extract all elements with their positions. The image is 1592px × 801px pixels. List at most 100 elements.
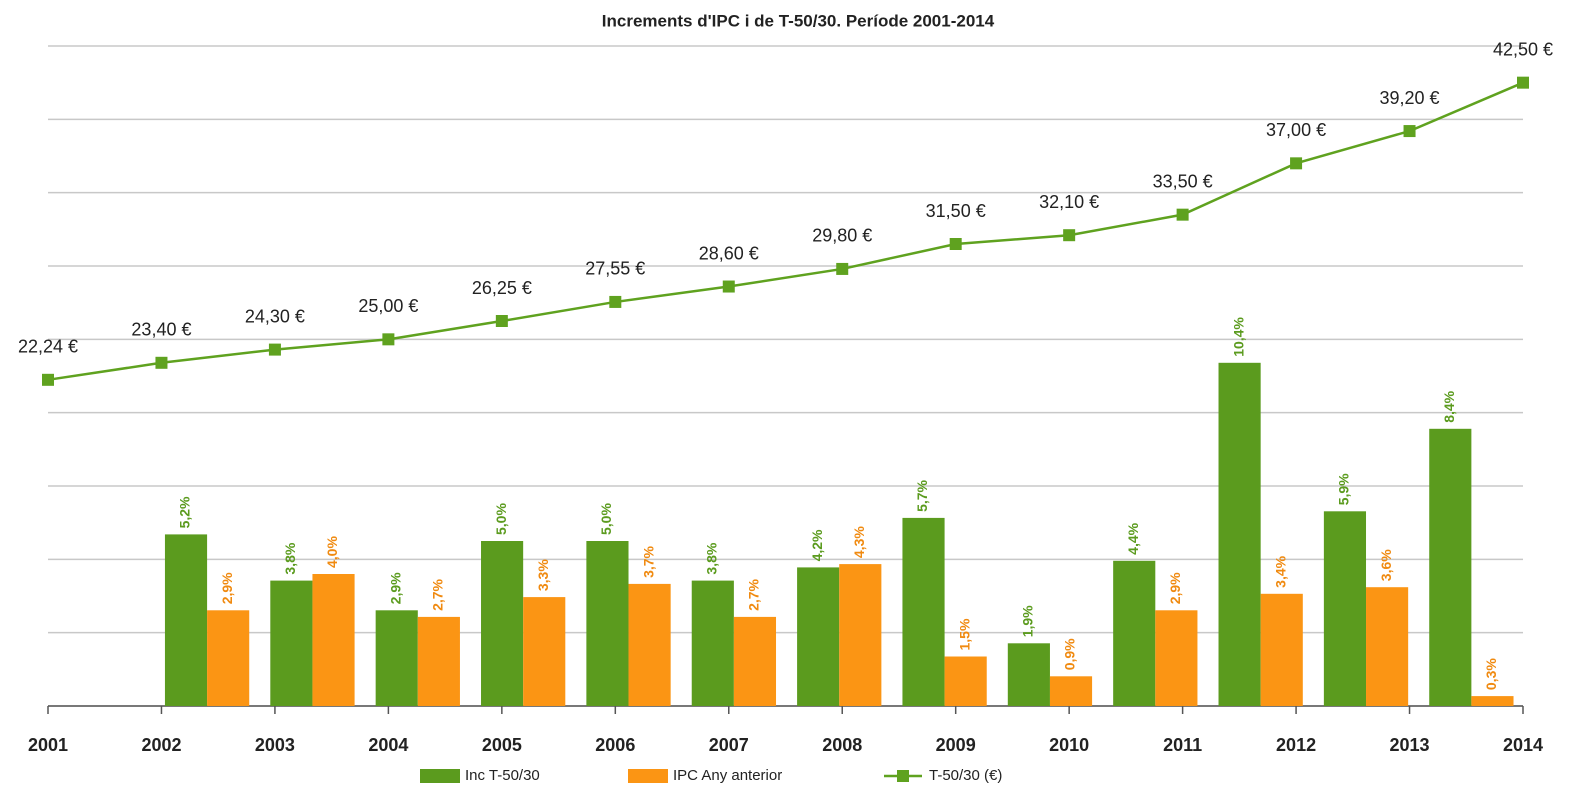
x-tick-label: 2013 [1390,735,1430,755]
bar-value-label: 2,7% [430,578,446,610]
x-tick-label: 2011 [1163,735,1202,755]
bar-value-label: 8,4% [1441,390,1457,422]
bar [797,567,840,706]
legend-swatch [628,769,668,783]
legend-marker [897,770,909,782]
bar [523,597,566,706]
bar-value-label: 2,7% [746,578,762,610]
legend-label: T-50/30 (€) [929,767,1002,784]
line-marker [722,280,735,293]
bar-value-label: 4,4% [1125,522,1141,554]
bar-value-label: 0,3% [1483,658,1499,690]
bar [1007,643,1050,706]
bar [164,534,208,706]
line-value-label: 22,24 € [18,337,78,357]
bar-value-label: 1,5% [956,618,972,650]
bar [586,541,629,706]
line-marker [42,373,54,386]
line-value-label: 37,00 € [1266,120,1326,140]
bar [1155,610,1198,706]
bar [1049,676,1093,706]
bar-value-label: 4,2% [809,529,825,561]
x-tick-label: 2003 [255,735,295,755]
line-marker [1517,76,1529,89]
bar-value-label: 3,8% [282,542,298,574]
bar-value-label: 3,6% [1378,549,1394,581]
bar [839,564,882,706]
line-value-label: 31,50 € [926,201,986,221]
bar-value-label: 4,3% [851,526,867,558]
line-marker [949,238,962,250]
line-value-label: 39,20 € [1380,88,1440,108]
bar [1323,511,1367,706]
bar-value-label: 3,3% [535,559,551,591]
x-tick-label: 2014 [1503,735,1543,755]
bar-value-label: 2,9% [219,572,235,604]
line-value-label: 24,30 € [245,306,305,326]
bar [270,580,313,706]
x-tick-label: 2012 [1276,735,1316,755]
x-tick-label: 2009 [936,735,976,755]
bar [902,517,945,706]
line-marker [1063,229,1076,242]
bar [1471,696,1514,706]
line-marker [609,295,622,308]
bar [691,580,734,706]
x-tick-label: 2001 [28,735,68,755]
line-value-label: 27,55 € [585,259,645,279]
line-value-label: 29,80 € [812,226,872,246]
bar-value-label: 5,2% [177,496,193,528]
line-value-label: 32,10 € [1039,192,1099,212]
line-value-label: 28,60 € [699,243,759,263]
bar [628,583,671,706]
bar [1366,587,1409,706]
line-marker [1176,208,1189,221]
line-marker [155,356,168,369]
bar [733,616,777,706]
line-marker [495,315,508,327]
bar-value-label: 5,9% [1336,473,1352,505]
x-tick-label: 2005 [482,735,522,755]
bar [417,616,460,706]
x-tick-label: 2002 [141,735,181,755]
legend-label: IPC Any anterior [673,767,782,784]
bar [1218,362,1261,706]
bar-value-label: 3,7% [640,545,656,577]
chart-title: Increments d'IPC i de T-50/30. Període 2… [602,11,995,30]
legend-label: Inc T-50/30 [465,767,540,784]
bar-value-label: 1,9% [1020,605,1036,637]
line-value-label: 25,00 € [358,296,418,316]
bar-value-label: 2,9% [1167,572,1183,604]
line-value-label: 26,25 € [472,278,532,298]
line-marker [836,262,849,275]
legend-swatch [420,769,460,783]
bar-value-label: 10,4% [1230,317,1246,357]
bar-value-label: 4,0% [324,536,340,568]
bar-value-label: 2,9% [387,572,403,604]
bar-value-label: 5,0% [598,503,614,535]
line-marker [1403,125,1416,138]
x-tick-label: 2007 [709,735,749,755]
bar-value-label: 3,4% [1272,555,1288,587]
line-marker [1290,157,1303,170]
line-value-label: 23,40 € [131,320,191,340]
line-marker [382,333,395,346]
line-marker [268,343,281,356]
bar [375,610,418,706]
bar [944,656,987,706]
x-tick-label: 2006 [595,735,635,755]
line [47,81,1524,382]
bar [312,574,355,706]
x-tick-label: 2008 [822,735,862,755]
bar-value-label: 5,7% [914,479,930,511]
line-value-label: 42,50 € [1493,39,1553,59]
bar [1260,593,1303,706]
bar [1429,428,1472,706]
x-tick-label: 2004 [368,735,408,755]
bar-value-label: 5,0% [493,503,509,535]
line-value-label: 33,50 € [1153,171,1213,191]
bar-value-label: 0,9% [1062,638,1078,670]
bar [1113,560,1156,706]
bar [481,541,524,706]
